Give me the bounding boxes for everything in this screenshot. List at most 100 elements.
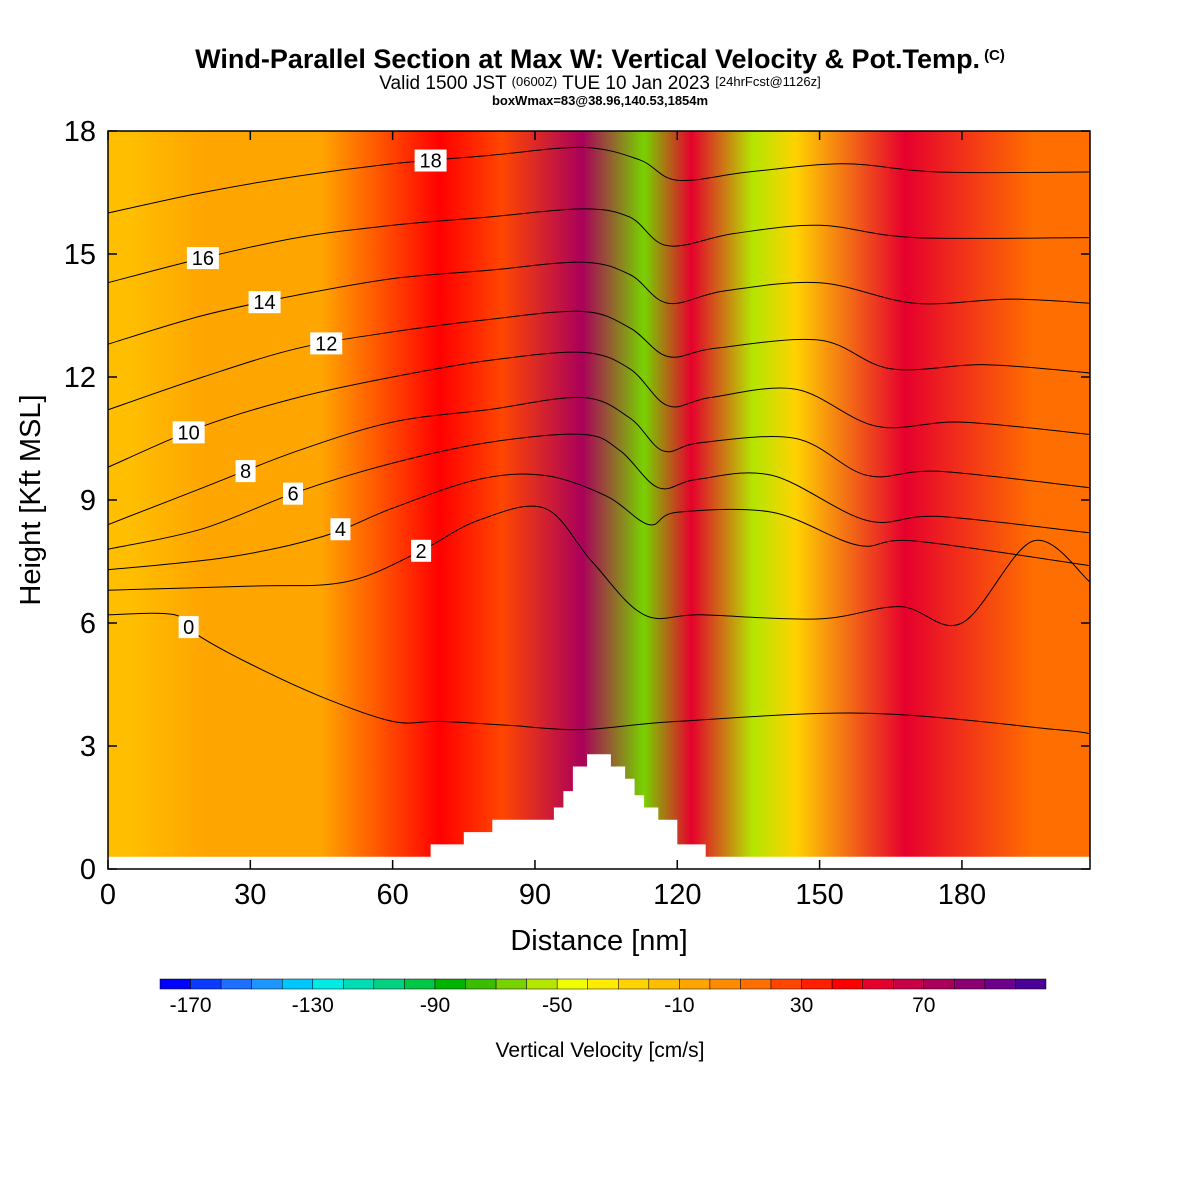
colorbar-box-0 bbox=[159, 978, 191, 990]
chart-title-text: Wind-Parallel Section at Max W: Vertical… bbox=[195, 44, 981, 74]
contour-label-bg-12 bbox=[310, 332, 343, 355]
theta-contour-18 bbox=[108, 146, 1090, 214]
contour-label-bg-14 bbox=[248, 291, 281, 314]
vertical-velocity-field bbox=[108, 131, 1090, 869]
colorbar-box-26 bbox=[954, 978, 986, 990]
colorbar-box-7 bbox=[373, 978, 405, 990]
colorbar-tick-label-2: -90 bbox=[420, 994, 450, 1017]
x-tick-label-3: 90 bbox=[519, 879, 551, 911]
y-tick-label-5: 15 bbox=[64, 239, 96, 271]
colorbar-box-23 bbox=[862, 978, 894, 990]
colorbar: -170 -130 -90 -50 -10 30 70 bbox=[159, 978, 1047, 1017]
contour-label-4: 4 bbox=[335, 519, 346, 541]
colorbar-box-12 bbox=[526, 978, 558, 990]
x-axis-label: Distance [nm] bbox=[510, 925, 687, 957]
contour-label-bg-0 bbox=[178, 616, 199, 639]
copyright-mark: (C) bbox=[984, 47, 1005, 64]
contour-label-2: 2 bbox=[416, 541, 427, 563]
contour-label-10: 10 bbox=[178, 422, 200, 444]
colorbar-box-25 bbox=[923, 978, 955, 990]
theta-contour-10 bbox=[108, 351, 1090, 468]
valid-date: TUE 10 Jan 2023 bbox=[562, 73, 710, 94]
contour-label-6: 6 bbox=[287, 484, 298, 506]
y-tick-label-0: 0 bbox=[80, 854, 96, 886]
colorbar-label: Vertical Velocity [cm/s] bbox=[496, 1039, 705, 1062]
colorbar-box-20 bbox=[770, 978, 802, 990]
contour-label-bg-6 bbox=[283, 482, 304, 505]
valid-utc: (0600Z) bbox=[511, 74, 558, 89]
x-tick-label-2: 60 bbox=[377, 879, 409, 911]
theta-contour-2 bbox=[108, 505, 1090, 626]
theta-contour-8 bbox=[108, 396, 1090, 526]
colorbar-box-21 bbox=[801, 978, 833, 990]
x-tick-label-0: 0 bbox=[100, 879, 116, 911]
contour-label-bg-8 bbox=[235, 460, 256, 483]
colorbar-box-9 bbox=[434, 978, 466, 990]
colorbar-tick-label-0: -170 bbox=[170, 994, 212, 1017]
y-tick-label-4: 12 bbox=[64, 362, 96, 394]
vertical-velocity-shading bbox=[108, 131, 1090, 869]
colorbar-box-3 bbox=[251, 978, 283, 990]
contour-label-18: 18 bbox=[419, 151, 441, 173]
colorbar-box-15 bbox=[618, 978, 650, 990]
colorbar-tick-label-3: -50 bbox=[542, 994, 572, 1017]
colorbar-box-27 bbox=[984, 978, 1016, 990]
colorbar-box-1 bbox=[190, 978, 222, 990]
y-tick-label-1: 3 bbox=[80, 731, 96, 763]
chart-title: Wind-Parallel Section at Max W: Vertical… bbox=[0, 44, 1200, 75]
y-tick-label-2: 6 bbox=[80, 608, 96, 640]
contour-labels: 0 2 4 6 8 10 12 14 16 18 bbox=[172, 149, 447, 639]
terrain-mask bbox=[108, 754, 1090, 869]
contour-label-16: 16 bbox=[192, 248, 214, 270]
potential-temperature-contours bbox=[108, 146, 1090, 735]
boxwmax-annotation: boxWmax=83@38.96,140.53,1854m bbox=[491, 93, 709, 108]
colorbar-box-18 bbox=[709, 978, 741, 990]
colorbar-box-13 bbox=[556, 978, 588, 990]
theta-contour-0 bbox=[108, 612, 1090, 735]
forecast-info: [24hrFcst@1126z] bbox=[715, 74, 821, 89]
x-tick-label-5: 150 bbox=[795, 879, 843, 911]
colorbar-box-24 bbox=[892, 978, 925, 990]
colorbar-box-11 bbox=[495, 978, 527, 990]
x-tick-label-1: 30 bbox=[234, 879, 266, 911]
colorbar-tick-label-1: -130 bbox=[292, 994, 334, 1017]
colorbar-box-28 bbox=[1015, 978, 1047, 990]
x-tick-label-6: 180 bbox=[938, 879, 986, 911]
contour-label-0: 0 bbox=[183, 617, 194, 639]
colorbar-box-22 bbox=[831, 978, 863, 990]
contour-label-bg-2 bbox=[411, 539, 432, 562]
colorbar-box-16 bbox=[648, 978, 680, 990]
contour-label-bg-18 bbox=[414, 149, 447, 172]
y-tick-label-6: 18 bbox=[64, 116, 96, 148]
terrain-profile bbox=[108, 754, 1090, 869]
colorbar-box-17 bbox=[679, 978, 711, 990]
colorbar-box-6 bbox=[343, 978, 375, 990]
colorbar-box-8 bbox=[404, 978, 436, 990]
theta-contour-4 bbox=[108, 473, 1090, 571]
theta-contour-12 bbox=[108, 310, 1090, 411]
contour-label-12: 12 bbox=[315, 333, 337, 355]
contour-label-bg-10 bbox=[172, 421, 205, 444]
contour-label-bg-16 bbox=[186, 247, 219, 270]
theta-contour-16 bbox=[108, 208, 1090, 284]
colorbar-box-2 bbox=[220, 978, 252, 990]
colorbar-box-14 bbox=[587, 978, 619, 990]
colorbar-box-5 bbox=[312, 978, 344, 990]
colorbar-box-10 bbox=[465, 978, 497, 990]
colorbar-box-19 bbox=[740, 978, 772, 990]
colorbar-tick-label-5: 30 bbox=[790, 994, 813, 1017]
contour-label-14: 14 bbox=[253, 292, 275, 314]
x-tick-label-4: 120 bbox=[653, 879, 701, 911]
colorbar-tick-label-4: -10 bbox=[664, 994, 694, 1017]
colorbar-box-4 bbox=[281, 978, 314, 990]
y-tick-label-3: 9 bbox=[80, 485, 96, 517]
y-axis-label: Height [Kft MSL] bbox=[15, 394, 47, 605]
theta-contour-14 bbox=[108, 261, 1090, 345]
valid-prefix: Valid 1500 JST bbox=[379, 73, 507, 94]
chart-subtitle: Valid 1500 JST (0600Z) TUE 10 Jan 2023 [… bbox=[0, 73, 1200, 95]
contour-label-bg-4 bbox=[330, 518, 351, 541]
contour-label-8: 8 bbox=[240, 461, 251, 483]
colorbar-tick-label-6: 70 bbox=[912, 994, 935, 1017]
